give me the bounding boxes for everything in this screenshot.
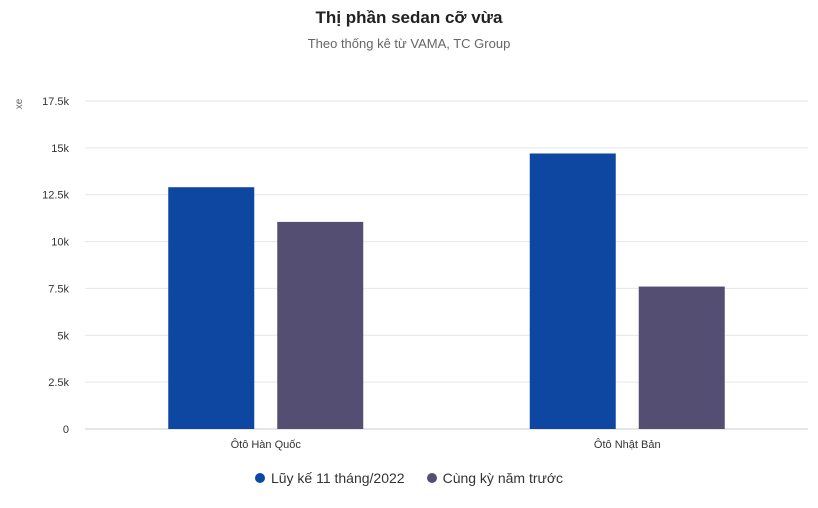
y-tick-label: 12.5k [42, 190, 69, 202]
chart-subtitle: Theo thống kê từ VAMA, TC Group [307, 36, 511, 51]
bar-prior-year-0[interactable] [277, 221, 364, 429]
legend-marker-ytd [254, 473, 265, 483]
x-axis-categories: Ôtô Hàn Quốc Ôtô Nhật Bản [231, 438, 661, 451]
y-tick-label: 2.5k [48, 377, 69, 389]
bar-ytd-0[interactable] [168, 187, 255, 429]
bar-ytd-1[interactable] [529, 153, 616, 430]
legend: Lũy kế 11 tháng/2022 Cùng kỳ năm trước [0, 470, 818, 486]
legend-label-ytd: Lũy kế 11 tháng/2022 [270, 470, 405, 486]
y-tick-label: 10k [51, 237, 69, 249]
legend-marker-prior-year [426, 473, 437, 483]
x-category-label: Ôtô Hàn Quốc [231, 438, 302, 451]
y-axis-ticks: 0 2.5k 5k 7.5k 10k 12.5k 15k 17.5k [42, 96, 69, 436]
y-axis-label: xe [14, 98, 25, 109]
bars [168, 153, 725, 430]
y-tick-label: 7.5k [48, 283, 69, 295]
legend-item-ytd[interactable]: Lũy kế 11 tháng/2022 [254, 470, 405, 486]
y-tick-label: 0 [63, 424, 69, 436]
y-tick-label: 5k [57, 330, 69, 342]
bar-prior-year-1[interactable] [638, 286, 725, 429]
legend-item-prior-year[interactable]: Cùng kỳ năm trước [426, 470, 564, 486]
y-tick-label: 15k [51, 143, 69, 155]
x-category-label: Ôtô Nhật Bản [594, 438, 661, 451]
legend-label-prior-year: Cùng kỳ năm trước [442, 470, 564, 486]
chart-title: Thị phần sedan cỡ vừa [315, 8, 503, 27]
y-tick-label: 17.5k [42, 96, 69, 108]
